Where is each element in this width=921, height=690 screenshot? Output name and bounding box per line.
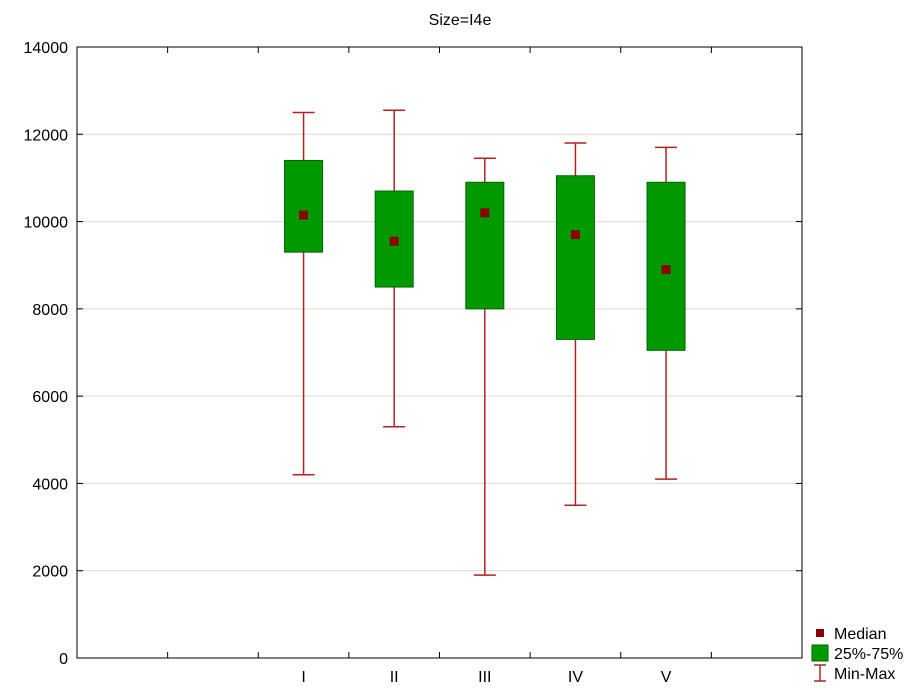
- y-tick-label: 6000: [32, 389, 68, 406]
- box-group: [284, 111, 324, 476]
- legend: Median 25%-75% Min-Max: [811, 626, 903, 683]
- x-tick-label: II: [390, 669, 399, 686]
- y-tick-label: 4000: [32, 476, 68, 493]
- x-tick-label: III: [478, 669, 491, 686]
- median-marker: [389, 236, 399, 246]
- legend-label: Median: [834, 626, 886, 643]
- box-iqr: [465, 181, 505, 310]
- x-tick-label: I: [301, 669, 305, 686]
- median-marker: [299, 210, 309, 220]
- box-group: [374, 109, 414, 428]
- x-ticks: I II III IV V: [167, 47, 712, 686]
- legend-box-swatch: [811, 644, 829, 662]
- y-tick-label: 2000: [32, 564, 68, 581]
- median-marker: [570, 230, 580, 240]
- x-tick-label: V: [661, 669, 672, 686]
- box-group: [555, 142, 595, 506]
- chart-title: Size=I4e: [429, 12, 492, 29]
- box-iqr: [284, 159, 324, 253]
- y-tick-label: 8000: [32, 302, 68, 319]
- y-tick-label: 14000: [24, 40, 69, 57]
- box-iqr: [555, 175, 595, 340]
- box-group: [465, 157, 505, 576]
- median-marker: [661, 265, 671, 275]
- y-ticks: 0 2000 4000 6000 8000 10000 12000 14000: [24, 40, 802, 668]
- legend-median-swatch: [816, 629, 824, 637]
- legend-label: 25%-75%: [834, 646, 903, 663]
- legend-label: Min-Max: [834, 666, 895, 683]
- x-tick-label: IV: [568, 669, 583, 686]
- plot-area: [76, 46, 803, 659]
- grid-lines: [77, 133, 802, 572]
- boxes: [284, 109, 686, 576]
- y-tick-label: 0: [59, 651, 68, 668]
- median-marker: [480, 208, 490, 218]
- y-tick-label: 12000: [24, 127, 69, 144]
- box-group: [646, 146, 686, 480]
- y-tick-label: 10000: [24, 215, 69, 232]
